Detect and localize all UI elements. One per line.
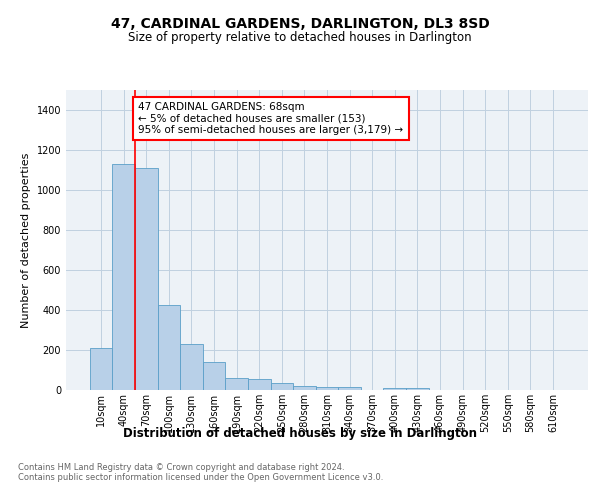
Text: Contains HM Land Registry data © Crown copyright and database right 2024.: Contains HM Land Registry data © Crown c… — [18, 464, 344, 472]
Text: Distribution of detached houses by size in Darlington: Distribution of detached houses by size … — [123, 428, 477, 440]
Bar — [203, 362, 226, 390]
Y-axis label: Number of detached properties: Number of detached properties — [21, 152, 31, 328]
Bar — [406, 388, 428, 390]
Text: Contains public sector information licensed under the Open Government Licence v3: Contains public sector information licen… — [18, 474, 383, 482]
Bar — [293, 386, 316, 390]
Bar — [180, 344, 203, 390]
Text: 47 CARDINAL GARDENS: 68sqm
← 5% of detached houses are smaller (153)
95% of semi: 47 CARDINAL GARDENS: 68sqm ← 5% of detac… — [139, 102, 403, 135]
Bar — [90, 348, 112, 390]
Bar — [383, 388, 406, 390]
Bar — [338, 388, 361, 390]
Text: Size of property relative to detached houses in Darlington: Size of property relative to detached ho… — [128, 31, 472, 44]
Bar — [248, 379, 271, 390]
Bar — [316, 388, 338, 390]
Bar — [158, 305, 180, 390]
Bar — [226, 378, 248, 390]
Text: 47, CARDINAL GARDENS, DARLINGTON, DL3 8SD: 47, CARDINAL GARDENS, DARLINGTON, DL3 8S… — [110, 18, 490, 32]
Bar — [135, 168, 158, 390]
Bar — [112, 164, 135, 390]
Bar — [271, 383, 293, 390]
